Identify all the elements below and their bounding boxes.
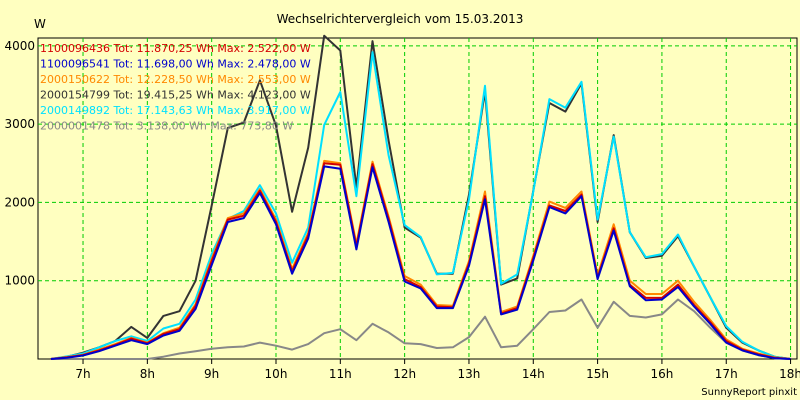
plot-area — [37, 37, 798, 360]
x-tick-label: 10h — [265, 367, 288, 381]
x-tick-label: 9h — [204, 367, 219, 381]
x-tick-label: 11h — [329, 367, 352, 381]
x-tick-label: 12h — [393, 367, 416, 381]
x-tick-label: 18h — [779, 367, 800, 381]
legend-entry-1: 1100096541 Tot: 11.698,00 Wh Max: 2.478,… — [40, 58, 311, 71]
axis-labels: 7h 8h 9h 10h 11h 12h 13h 14h 15h 16h 17h 18h 1000 200… — [4, 39, 800, 381]
series-line-4 — [50, 51, 791, 360]
series-lines — [50, 34, 791, 360]
footer-credit: SunnyReport pinxit — [701, 387, 797, 398]
x-tick-label: 13h — [458, 367, 481, 381]
y-tick-label: 3000 — [4, 117, 35, 131]
y-tick-label: 4000 — [4, 39, 35, 53]
y-tick-label: 1000 — [4, 274, 35, 288]
series-line-2 — [50, 159, 791, 360]
legend-entry-5: 2000001478 Tot: 3.138,00 Wh Max: 773,80 … — [40, 120, 293, 133]
grid-lines — [38, 38, 797, 359]
series-line-0 — [50, 162, 791, 360]
legend-entry-4: 2000149892 Tot: 17.143,63 Wh Max: 3.917,… — [40, 104, 311, 117]
x-tick-label: 8h — [140, 367, 155, 381]
y-axis-unit: W — [34, 17, 46, 31]
chart-title: Wechselrichtervergleich vom 15.03.2013 — [277, 12, 524, 26]
legend-entry-2: 2000150622 Tot: 12.228,50 Wh Max: 2.553,… — [40, 73, 311, 86]
y-tick-label: 2000 — [4, 195, 35, 209]
x-tick-label: 15h — [586, 367, 609, 381]
x-tick-label: 14h — [522, 367, 545, 381]
legend-entry-0: 1100096436 Tot: 11.870,25 Wh Max: 2.522,… — [40, 42, 311, 55]
series-line-1 — [50, 165, 791, 360]
legend: 1100096436 Tot: 11.870,25 Wh Max: 2.522,… — [40, 42, 311, 133]
x-tick-label: 16h — [650, 367, 673, 381]
legend-entry-3: 2000154799 Tot: 19.415,25 Wh Max: 4.123,… — [40, 89, 311, 102]
series-line-5 — [50, 298, 791, 360]
x-tick-label: 7h — [75, 367, 90, 381]
x-tick-label: 17h — [715, 367, 738, 381]
